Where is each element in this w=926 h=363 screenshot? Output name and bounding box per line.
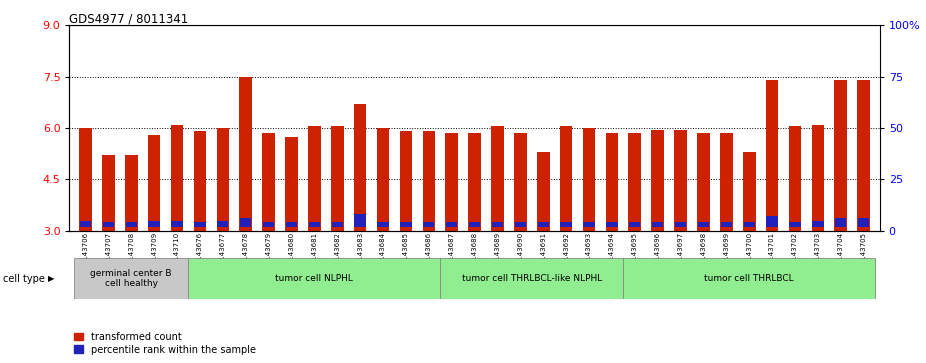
Bar	[440, 258, 623, 299]
Text: ▶: ▶	[48, 274, 55, 283]
Bar	[538, 222, 549, 227]
Bar	[170, 125, 183, 231]
Bar	[491, 126, 504, 231]
Bar	[377, 128, 389, 231]
Bar	[720, 222, 732, 227]
Bar	[262, 133, 275, 231]
Bar	[629, 133, 641, 231]
Bar	[103, 222, 114, 227]
Bar	[446, 222, 457, 227]
Bar	[744, 222, 755, 227]
Bar	[857, 80, 870, 231]
Bar	[743, 152, 756, 231]
Bar	[675, 222, 686, 227]
Bar	[308, 222, 320, 227]
Bar	[331, 126, 344, 231]
Bar	[469, 133, 481, 231]
Bar	[560, 126, 572, 231]
Bar	[445, 133, 458, 231]
Bar	[469, 222, 481, 227]
Bar	[194, 222, 206, 227]
Text: germinal center B
cell healthy: germinal center B cell healthy	[91, 269, 172, 288]
Bar	[767, 216, 778, 227]
Bar	[858, 217, 870, 227]
Bar	[720, 133, 732, 231]
Bar	[240, 77, 252, 231]
Text: cell type: cell type	[3, 274, 44, 284]
Bar	[285, 136, 298, 231]
Bar	[217, 128, 229, 231]
Bar	[789, 222, 801, 227]
Bar	[125, 155, 138, 231]
Bar	[171, 221, 182, 227]
Bar	[355, 214, 366, 227]
Bar	[400, 131, 412, 231]
Bar	[674, 130, 687, 231]
Bar	[332, 222, 343, 227]
Bar	[286, 222, 297, 227]
Bar	[515, 222, 526, 227]
Bar	[607, 222, 618, 227]
Bar	[789, 126, 801, 231]
Bar	[400, 222, 411, 227]
Bar	[80, 128, 92, 231]
Bar	[606, 133, 619, 231]
Bar	[560, 222, 571, 227]
Bar	[514, 133, 527, 231]
Text: tumor cell THRLBCL-like NLPHL: tumor cell THRLBCL-like NLPHL	[462, 274, 602, 283]
Bar	[148, 221, 160, 227]
Bar	[835, 217, 846, 227]
Bar	[354, 104, 367, 231]
Bar	[194, 131, 206, 231]
Bar	[698, 222, 709, 227]
Bar	[811, 125, 824, 231]
Bar	[74, 258, 189, 299]
Text: tumor cell THRLBCL: tumor cell THRLBCL	[705, 274, 795, 283]
Bar	[80, 221, 91, 227]
Bar	[102, 155, 115, 231]
Bar	[217, 221, 229, 227]
Text: tumor cell NLPHL: tumor cell NLPHL	[275, 274, 354, 283]
Bar	[629, 222, 641, 227]
Bar	[189, 258, 440, 299]
Bar	[834, 80, 847, 231]
Bar	[583, 222, 594, 227]
Bar	[537, 152, 549, 231]
Bar	[582, 128, 595, 231]
Bar	[240, 217, 251, 227]
Legend: transformed count, percentile rank within the sample: transformed count, percentile rank withi…	[74, 332, 256, 355]
Bar	[812, 221, 823, 227]
Bar	[126, 222, 137, 227]
Bar	[766, 80, 779, 231]
Bar	[652, 222, 663, 227]
Bar	[651, 130, 664, 231]
Bar	[623, 258, 875, 299]
Bar	[697, 133, 709, 231]
Bar	[422, 131, 435, 231]
Bar	[378, 222, 389, 227]
Bar	[263, 222, 274, 227]
Bar	[492, 222, 503, 227]
Bar	[148, 135, 160, 231]
Bar	[423, 222, 434, 227]
Text: GDS4977 / 8011341: GDS4977 / 8011341	[69, 13, 189, 26]
Bar	[308, 126, 320, 231]
